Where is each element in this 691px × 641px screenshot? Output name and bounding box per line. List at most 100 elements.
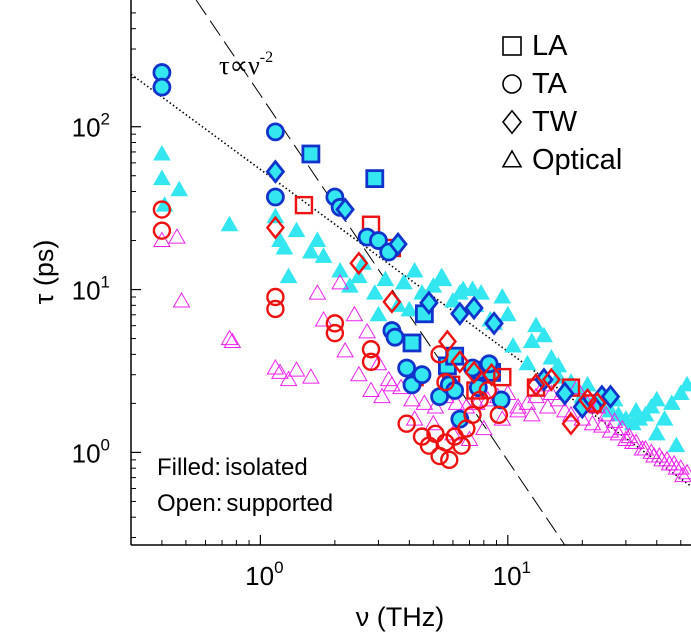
marker-optical-open — [345, 305, 364, 322]
marker-optical-filled — [314, 247, 333, 263]
marker-optical-filled — [549, 356, 568, 373]
series-tw-open — [265, 215, 607, 436]
marker-optical-open — [168, 228, 186, 244]
marker-optical-open — [627, 433, 645, 450]
y-tick-label: 100 — [72, 435, 110, 468]
marker-ta-filled — [397, 358, 417, 378]
marker-optical-open — [373, 387, 391, 404]
fit-dotted-line — [131, 73, 691, 487]
marker-tw-filled — [600, 384, 621, 409]
marker-tw-open — [541, 367, 561, 392]
marker-optical-filled — [394, 273, 413, 290]
marker-tw-filled — [572, 394, 593, 420]
data-markers — [152, 63, 691, 483]
y-tick-label: 102 — [72, 110, 110, 143]
legend-label-tw: TW — [532, 106, 578, 138]
marker-ta-filled — [369, 231, 388, 250]
marker-tw-filled — [484, 311, 504, 336]
x-tick-label-base: 10 — [493, 561, 522, 591]
legend-marker-ta — [502, 74, 522, 94]
marker-optical-open — [379, 370, 398, 387]
marker-optical-filled — [400, 300, 419, 317]
marker-optical-open — [266, 358, 285, 375]
marker-la-open — [294, 195, 314, 215]
marker-optical-filled — [627, 401, 645, 418]
marker-la-filled — [402, 333, 422, 353]
marker-optical-filled — [376, 270, 395, 287]
marker-tw-filled — [388, 231, 408, 257]
marker-ta-open — [478, 381, 497, 400]
marker-optical-open — [542, 384, 561, 400]
marker-optical-filled — [504, 337, 522, 353]
power-law-dashed-line — [195, 0, 566, 545]
marker-optical-open — [573, 410, 592, 426]
marker-optical-filled — [331, 261, 349, 278]
marker-optical-open — [660, 454, 679, 471]
series-tw-filled — [265, 159, 621, 420]
x-tick-label-exp: 0 — [274, 558, 283, 577]
series-la-filled — [301, 144, 502, 382]
x-tick-label-base: 10 — [245, 561, 274, 591]
marker-optical-filled — [369, 305, 388, 322]
marker-optical-filled — [671, 384, 690, 400]
marker-ta-open — [452, 436, 471, 455]
marker-optical-filled — [170, 180, 189, 197]
legend-marker-la — [502, 36, 522, 56]
marker-optical-open — [509, 401, 527, 418]
note-open-sep: : — [216, 490, 223, 517]
marker-ta-open — [361, 352, 381, 372]
marker-ta-open — [152, 221, 172, 240]
power-law-text: τ∝ν — [219, 51, 260, 80]
marker-optical-open — [636, 439, 655, 456]
marker-optical-filled — [275, 238, 294, 255]
ticks — [130, 12, 682, 545]
note-open-value: supported — [226, 490, 333, 517]
marker-optical-filled — [153, 169, 171, 186]
marker-optical-open — [172, 292, 191, 308]
marker-optical-open — [302, 368, 320, 384]
marker-optical-open — [593, 417, 611, 433]
marker-optical-open — [308, 284, 327, 300]
marker-ta-filled — [152, 77, 172, 97]
marker-optical-filled — [405, 261, 424, 278]
marker-ta-open — [266, 287, 285, 307]
marker-optical-filled — [450, 284, 469, 300]
marker-optical-open — [223, 332, 242, 348]
marker-optical-filled — [527, 316, 545, 333]
series-ta-filled — [152, 63, 511, 429]
marker-optical-filled — [308, 231, 327, 248]
marker-tw-filled — [555, 381, 575, 406]
marker-optical-open — [509, 398, 527, 414]
marker-optical-filled — [655, 410, 674, 426]
note-open-key: Open — [157, 490, 216, 517]
marker-optical-open — [583, 414, 602, 431]
marker-optical-open — [287, 361, 306, 377]
marker-optical-open — [474, 419, 493, 436]
marker-ta-open — [489, 405, 509, 425]
note-filled-value: isolated — [225, 454, 308, 481]
marker-tw-open — [526, 372, 546, 397]
y-tick-label-base: 10 — [72, 438, 101, 468]
marker-optical-open — [153, 231, 171, 248]
marker-tw-filled — [265, 159, 286, 184]
marker-optical-open — [522, 405, 541, 422]
marker-ta-filled — [265, 187, 285, 207]
marker-optical-filled — [647, 424, 666, 441]
marker-optical-open — [620, 427, 639, 444]
series-ta-open — [152, 200, 509, 470]
marker-optical-open — [538, 398, 557, 414]
marker-ta-open — [436, 372, 455, 392]
note-filled-sep: : — [214, 454, 221, 481]
x-tick-label: 101 — [493, 558, 531, 591]
marker-tw-filled — [335, 197, 355, 222]
marker-optical-filled — [667, 436, 686, 453]
legend-marker-tw — [501, 109, 523, 135]
marker-optical-open — [358, 322, 376, 339]
marker-optical-open — [605, 412, 624, 428]
marker-optical-filled — [678, 375, 691, 392]
marker-optical-filled — [220, 215, 239, 232]
marker-optical-filled — [542, 348, 561, 365]
marker-optical-open — [674, 466, 691, 483]
y-tick-label-exp: 0 — [101, 435, 110, 454]
